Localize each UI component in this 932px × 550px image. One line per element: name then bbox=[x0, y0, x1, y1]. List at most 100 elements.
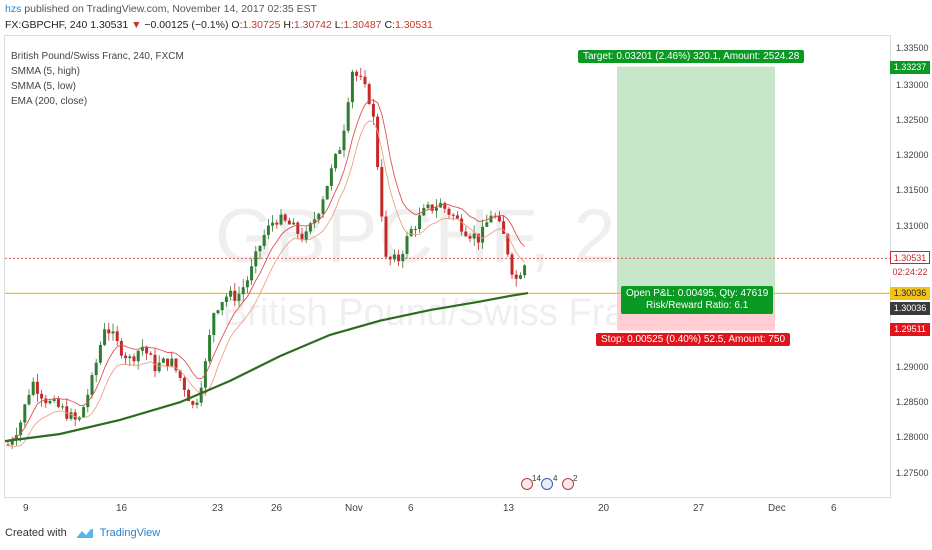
open-label: O: bbox=[231, 19, 243, 31]
candle-body bbox=[426, 204, 430, 208]
date-tick: 27 bbox=[693, 503, 705, 514]
date-tick: 26 bbox=[271, 503, 283, 514]
candle-body bbox=[111, 331, 115, 334]
candle-body bbox=[166, 358, 170, 367]
candle-body bbox=[350, 71, 354, 103]
candle-body bbox=[140, 346, 144, 351]
candle-body bbox=[90, 375, 94, 395]
high-value: 1.30742 bbox=[293, 19, 332, 31]
candle-body bbox=[401, 253, 405, 262]
candle-body bbox=[493, 215, 497, 217]
candle-body bbox=[371, 103, 375, 117]
price-tick: 1.27500 bbox=[896, 468, 929, 478]
candle-body bbox=[392, 254, 396, 260]
candle-body bbox=[77, 417, 81, 420]
candle-body bbox=[149, 353, 153, 355]
candle-body bbox=[283, 214, 287, 221]
candle-body bbox=[468, 236, 472, 239]
candle-body bbox=[405, 236, 409, 254]
created-with-text: Created with bbox=[5, 527, 67, 539]
candle-body bbox=[443, 202, 447, 209]
candle-body bbox=[170, 358, 174, 367]
candle-body bbox=[510, 254, 514, 275]
price-tick: 1.31500 bbox=[896, 185, 929, 195]
candle-body bbox=[325, 185, 329, 200]
candle-body bbox=[258, 245, 262, 252]
candle-body bbox=[35, 381, 39, 394]
candle-body bbox=[208, 335, 212, 362]
candle-body bbox=[254, 251, 258, 267]
candle-body bbox=[313, 219, 317, 224]
candle-body bbox=[409, 229, 413, 237]
candle-body bbox=[430, 204, 434, 211]
price-tick: 1.31000 bbox=[896, 221, 929, 231]
down-arrow-icon: ▼ bbox=[131, 19, 142, 31]
candle-body bbox=[363, 76, 367, 85]
candle-body bbox=[321, 199, 325, 214]
open-pnl-label[interactable]: Open P&L: 0.00495, Qty: 47619 Risk/Rewar… bbox=[621, 286, 774, 314]
candle-body bbox=[367, 84, 371, 104]
candle-body bbox=[250, 266, 254, 281]
candle-body bbox=[61, 406, 65, 408]
candle-body bbox=[292, 222, 296, 225]
candle-body bbox=[124, 355, 128, 359]
candle-body bbox=[161, 358, 165, 363]
candle-body bbox=[48, 400, 52, 404]
price-tick: 1.29000 bbox=[896, 362, 929, 372]
publish-info: hzs published on TradingView.com, Novemb… bbox=[5, 3, 317, 15]
candle-body bbox=[300, 233, 304, 240]
entry-price-badge: 1.30036 bbox=[890, 287, 930, 300]
event-flag-icon[interactable] bbox=[541, 478, 553, 490]
candle-body bbox=[506, 233, 510, 255]
candle-body bbox=[157, 362, 161, 372]
legend-ema[interactable]: EMA (200, close) bbox=[11, 96, 88, 107]
candle-body bbox=[514, 274, 518, 279]
target-label[interactable]: Target: 0.03201 (2.46%) 320.1, Amount: 2… bbox=[578, 50, 805, 63]
price-change: −0.00125 (−0.1%) bbox=[144, 19, 229, 31]
candle-body bbox=[434, 207, 438, 211]
symbol-header: FX:GBPCHF, 240 1.30531 ▼ −0.00125 (−0.1%… bbox=[5, 19, 433, 31]
author-link[interactable]: hzs bbox=[5, 3, 22, 15]
tradingview-logo-icon bbox=[76, 528, 93, 538]
candle-body bbox=[460, 218, 464, 232]
event-flag-icon[interactable] bbox=[521, 478, 533, 490]
candle-body bbox=[359, 75, 363, 77]
candle-body bbox=[451, 214, 455, 216]
price-tick: 1.28000 bbox=[896, 432, 929, 442]
candle-body bbox=[388, 256, 392, 260]
candle-body bbox=[107, 329, 111, 334]
candle-body bbox=[94, 362, 98, 376]
smma-low-line bbox=[7, 120, 525, 447]
candle-body bbox=[73, 412, 77, 420]
price-tick: 1.32500 bbox=[896, 115, 929, 125]
candle-body bbox=[220, 302, 224, 311]
candle-body bbox=[27, 394, 31, 405]
candle-body bbox=[489, 215, 493, 223]
candle-body bbox=[497, 216, 501, 222]
high-label: H: bbox=[283, 19, 294, 31]
candle-body bbox=[128, 356, 132, 359]
legend-smma-high[interactable]: SMMA (5, high) bbox=[11, 66, 80, 77]
stop-label[interactable]: Stop: 0.00525 (0.40%) 52.5, Amount: 750 bbox=[596, 333, 791, 346]
candle-body bbox=[199, 387, 203, 403]
date-tick: 20 bbox=[598, 503, 610, 514]
candle-body bbox=[279, 214, 283, 225]
price-tick: 1.28500 bbox=[896, 397, 929, 407]
candle-body bbox=[502, 221, 506, 234]
candle-body bbox=[380, 167, 384, 217]
candle-body bbox=[233, 290, 237, 301]
candle-body bbox=[464, 231, 468, 237]
candle-body bbox=[413, 229, 417, 231]
candle-body bbox=[262, 234, 266, 246]
tradingview-brand[interactable]: TradingView bbox=[99, 527, 161, 539]
candle-body bbox=[132, 356, 136, 362]
date-tick: Dec bbox=[768, 503, 786, 514]
event-flag-icon[interactable] bbox=[562, 478, 574, 490]
legend-smma-low[interactable]: SMMA (5, low) bbox=[11, 81, 77, 92]
event-count: 2 bbox=[573, 474, 578, 483]
date-tick: 9 bbox=[23, 503, 29, 514]
candle-body bbox=[397, 254, 401, 262]
price-tick: 1.33500 bbox=[896, 43, 929, 53]
date-tick: 16 bbox=[116, 503, 128, 514]
